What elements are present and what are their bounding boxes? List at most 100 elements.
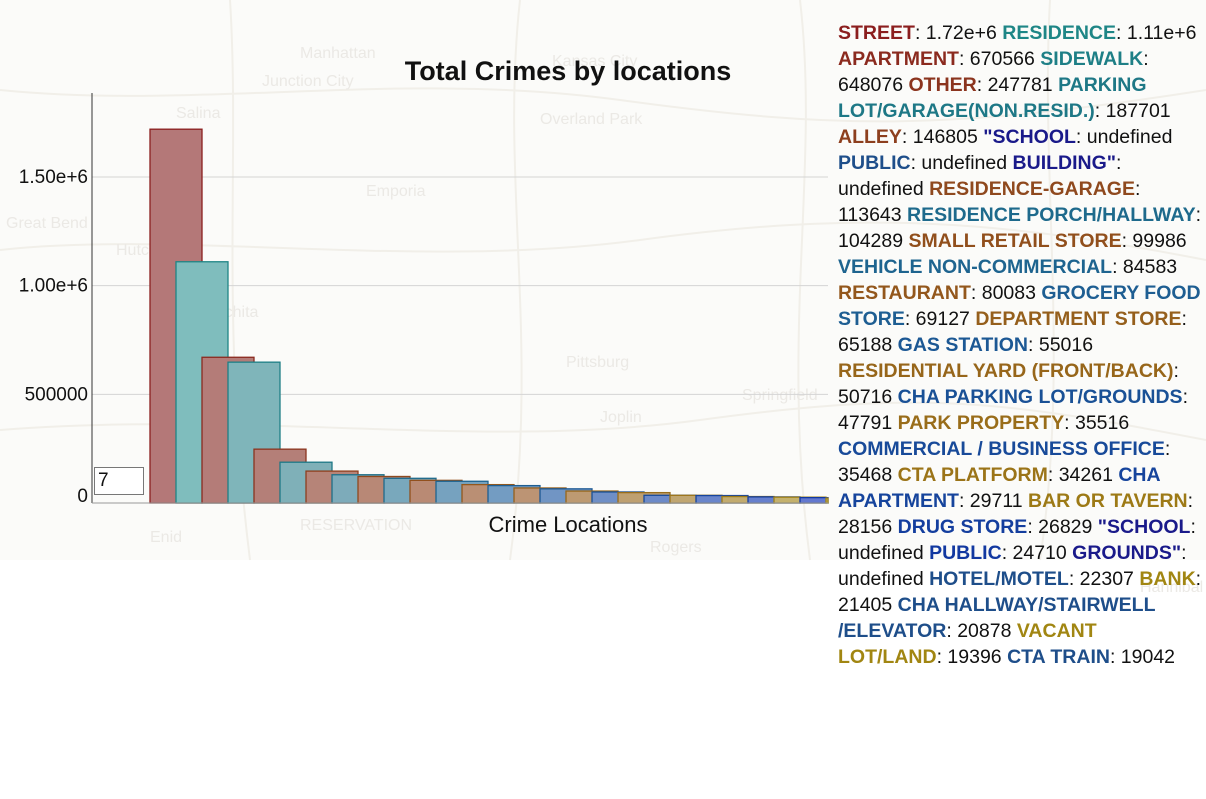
legend-entry: PUBLIC: 24710 [929,542,1067,564]
legend: STREET: 1.72e+6 RESIDENCE: 1.11e+6 APART… [838,20,1202,670]
map-label: Springfield [742,387,818,404]
y-tick-label: 0 [77,486,88,507]
legend-entry: VEHICLE NON-COMMERCIAL: 84583 [838,256,1177,278]
legend-entry-name: GROUNDS" [1072,542,1182,564]
x-axis-label: Crime Locations [488,512,648,537]
legend-entry-name: "SCHOOL [1097,516,1191,538]
legend-entry-name: PARKING LOT/GARAGE(NON.RESID.) [838,74,1147,122]
legend-entry-name: BAR OR TAVERN [1028,490,1188,512]
legend-entry: RESIDENCE PORCH/HALLWAY: 104289 [838,204,1201,252]
legend-entry-value: : 19042 [1109,646,1176,668]
map-label: Joplin [600,409,642,426]
legend-entry-value: : 50716 [838,360,1179,408]
legend-entry-value: : 80083 [970,282,1036,304]
legend-entry-name: RESIDENTIAL YARD (FRONT/BACK) [838,360,1174,382]
legend-entry-value: : 35468 [838,438,1171,486]
legend-entry: SIDEWALK: 648076 [838,48,1149,96]
legend-entry-value: : 26829 [1027,516,1093,538]
legend-entry-value: : 55016 [1028,334,1094,356]
legend-entry-value: : 65188 [838,308,1187,356]
legend-entry-name: CHA APARTMENT [838,464,1160,512]
legend-entry-value: : 28156 [838,490,1194,538]
map-label: RESERVATION [300,517,412,534]
legend-entry-value: : 21405 [838,568,1202,616]
legend-entry-name: APARTMENT [838,48,959,70]
map-label: Manhattan [300,45,376,62]
legend-entry-name: SIDEWALK [1040,48,1144,70]
legend-entry: STREET: 1.72e+6 [838,22,997,44]
legend-entry: PARK PROPERTY: 35516 [898,412,1130,434]
legend-entry-name: CTA PLATFORM [897,464,1048,486]
legend-entry: BANK: 21405 [838,568,1201,616]
bar[interactable] [825,497,829,504]
legend-entry-name: PUBLIC [838,152,911,174]
legend-entry-name: BUILDING" [1012,152,1117,174]
legend-entry: "SCHOOL: undefined [983,126,1172,148]
legend-entry-value: : 1.72e+6 [914,22,997,44]
legend-entry: APARTMENT: 670566 [838,48,1035,70]
legend-entry: ALLEY: 146805 [838,126,978,148]
legend-entry-name: VACANT LOT/LAND [838,620,1097,668]
legend-entry: RESIDENCE: 1.11e+6 [1002,22,1196,44]
y-tick-label: 1.00e+6 [19,276,88,297]
legend-entry-name: COMMERCIAL / BUSINESS OFFICE [838,438,1165,460]
legend-entry-name: DEPARTMENT STORE [975,308,1182,330]
legend-entry-name: BANK [1139,568,1196,590]
bin-count-input[interactable] [94,467,144,495]
legend-entry-name: RESIDENCE-GARAGE [929,178,1135,200]
legend-entry-value: : undefined [838,542,1187,590]
legend-entry-value: : undefined [1075,126,1173,148]
legend-entry-name: ALLEY [838,126,902,148]
legend-entry-name: STREET [838,22,915,44]
legend-entry: GROCERY FOOD STORE: 69127 [838,282,1201,330]
map-label: Kansas City [552,53,637,70]
legend-entry: BAR OR TAVERN: 28156 [838,490,1193,538]
legend-entry-value: : 99986 [1121,230,1187,252]
legend-entry: GAS STATION: 55016 [898,334,1093,356]
map-label: Emporia [366,183,426,200]
legend-entry: CHA PARKING LOT/GROUNDS: 47791 [838,386,1188,434]
legend-entry: PUBLIC: undefined [838,152,1007,174]
legend-entry: CTA TRAIN: 19042 [1007,646,1175,668]
legend-entry-value: : 1.11e+6 [1116,22,1197,44]
legend-entry: RESTAURANT: 80083 [838,282,1036,304]
legend-entry-value: : 35516 [1064,412,1130,434]
legend-entry: SMALL RETAIL STORE: 99986 [909,230,1187,252]
legend-entry-value: : 19396 [936,646,1002,668]
legend-entry: VACANT LOT/LAND: 19396 [838,620,1097,668]
legend-entry-name: CHA HALLWAY/STAIRWELL /ELEVATOR [838,594,1156,642]
legend-entry-value: : 22307 [1068,568,1134,590]
bar-chart: 0 500000 1.00e+6 1.50e+6 [19,93,829,507]
legend-entry-name: OTHER [908,74,977,96]
legend-entry-name: GROCERY FOOD STORE [838,282,1201,330]
map-label: Rogers [650,539,702,556]
legend-entry-value: : undefined [838,152,1122,200]
map-label: Overland Park [540,111,643,128]
legend-entry-value: : 24710 [1001,542,1067,564]
bar[interactable] [799,496,829,504]
legend-entry-name: SMALL RETAIL STORE [908,230,1122,252]
map-label: Enid [150,529,182,546]
y-tick-label: 500000 [25,384,88,405]
legend-entry-name: HOTEL/MOTEL [929,568,1069,590]
legend-entry: CHA HALLWAY/STAIRWELL /ELEVATOR: 20878 [838,594,1155,642]
legend-entry-value: : 29711 [958,490,1023,512]
legend-entry-name: DRUG STORE [897,516,1028,538]
map-label: Hannibal [1140,579,1203,596]
map-label: Junction City [262,73,354,90]
legend-entry-name: "SCHOOL [983,126,1076,148]
legend-entry-value: : 104289 [838,204,1202,252]
legend-entry-name: VEHICLE NON-COMMERCIAL [838,256,1113,278]
legend-entry: BUILDING": undefined [838,152,1121,200]
legend-entry-value: : 187701 [1094,100,1171,122]
legend-entry: COMMERCIAL / BUSINESS OFFICE: 35468 [838,438,1170,486]
legend-entry: DEPARTMENT STORE: 65188 [838,308,1187,356]
legend-entry: CTA PLATFORM: 34261 [898,464,1113,486]
legend-entry-value: : 20878 [946,620,1012,642]
legend-entry-name: RESIDENCE [1002,22,1117,44]
y-tick-label: 1.50e+6 [19,167,88,188]
legend-entry: OTHER: 247781 [909,74,1053,96]
map-label: Great Bend [6,215,88,232]
legend-entry-name: RESIDENCE PORCH/HALLWAY [907,204,1196,226]
legend-entry: GROUNDS": undefined [838,542,1187,590]
